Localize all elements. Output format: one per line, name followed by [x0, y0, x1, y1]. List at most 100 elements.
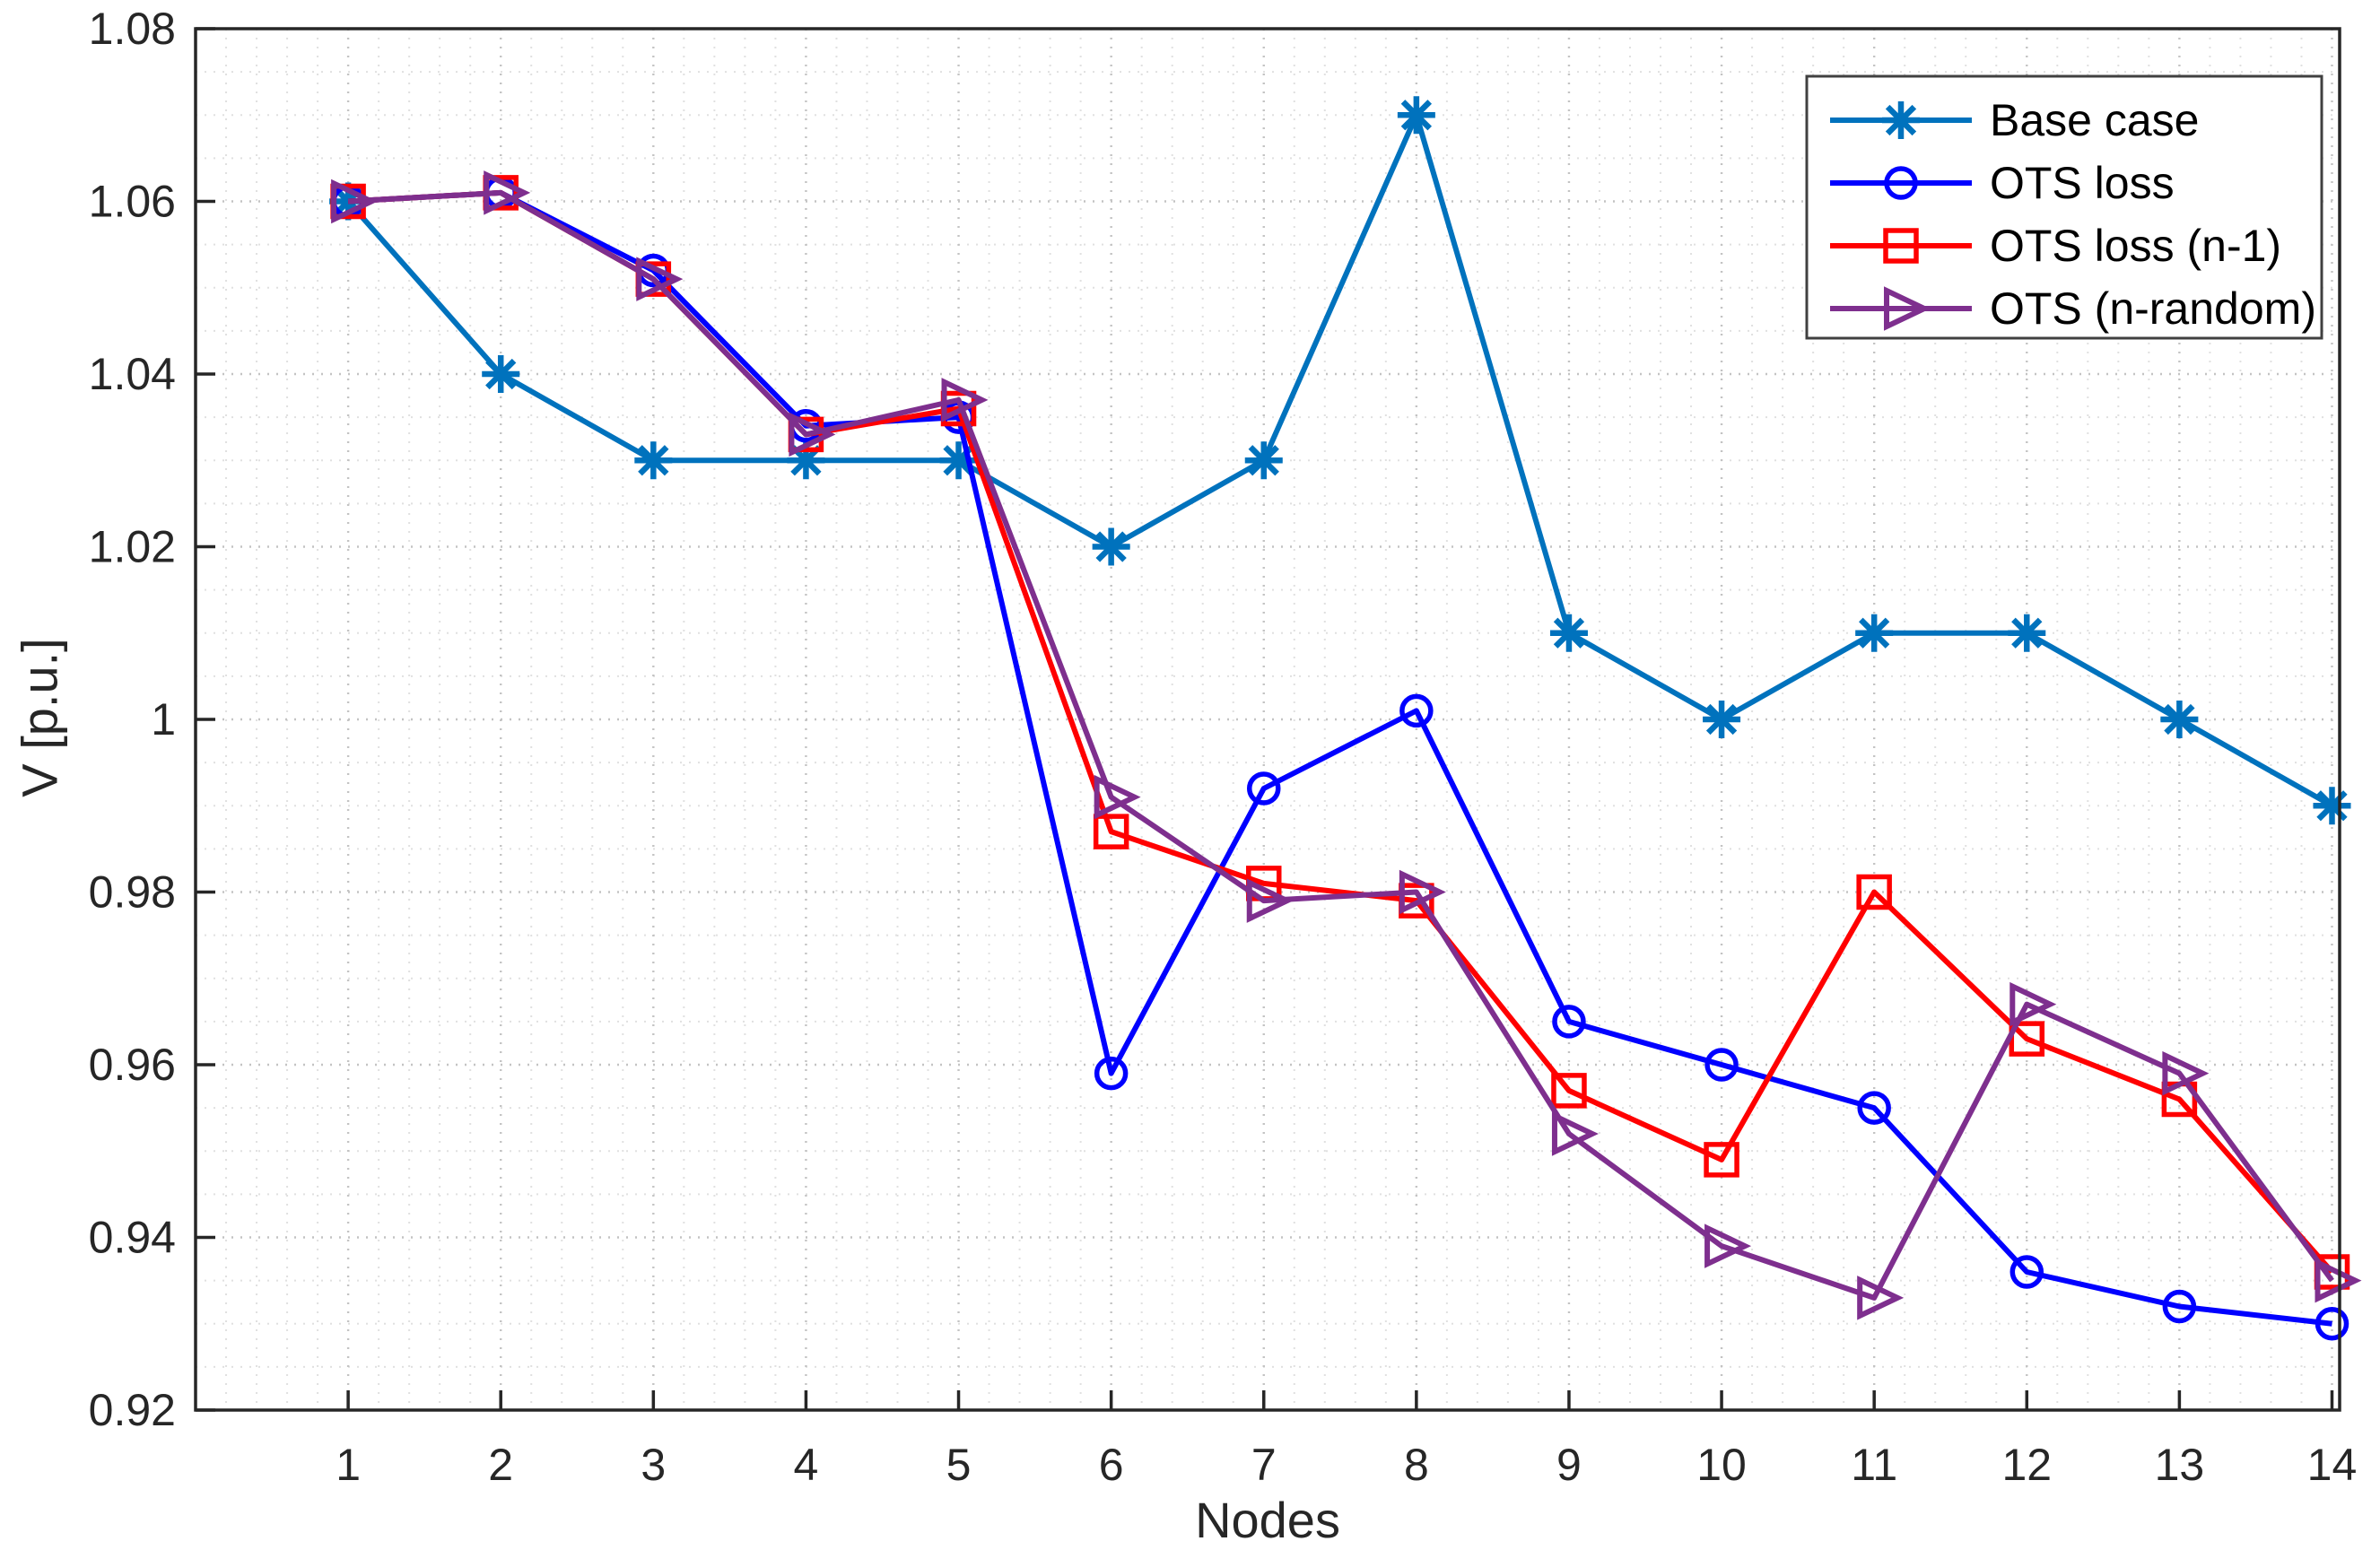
triangle-right-marker — [2162, 1050, 2210, 1096]
asterisk-stroke — [1705, 703, 1738, 736]
triangle-marker-shape — [2315, 1258, 2362, 1303]
legend: Base case OTS loss OTS loss (n-1) OTS (n-ra… — [1805, 74, 2323, 340]
minor-grid — [196, 29, 2340, 1410]
series-ots-loss — [331, 176, 2349, 1341]
triangle-right-marker — [1246, 878, 1294, 923]
y-tick-label: 1.02 — [89, 522, 176, 572]
legend-entry-ots-loss-n-1: OTS loss (n-1) — [1830, 221, 2281, 271]
circle-marker-shape — [2315, 1307, 2349, 1341]
x-tick-label: 6 — [1099, 1440, 1124, 1490]
triangle-right-marker — [1857, 1276, 1905, 1320]
x-tick-label: 11 — [1851, 1440, 1897, 1490]
y-tick-label: 1.06 — [89, 177, 176, 227]
legend-entry-ots-loss: OTS loss — [1830, 158, 2175, 208]
asterisk-marker — [1855, 614, 1894, 652]
triangle-marker-shape — [789, 412, 836, 457]
triangle-marker-shape — [1551, 1111, 1599, 1156]
square-marker-shape — [1883, 228, 1919, 264]
asterisk-marker — [1703, 701, 1741, 738]
triangle-right-marker — [789, 412, 836, 457]
triangle-right-marker — [331, 179, 379, 224]
circle-marker — [1399, 693, 1434, 728]
legend-entry-label: Base case — [1990, 95, 2199, 145]
asterisk-stroke — [2011, 617, 2043, 649]
asterisk-marker — [1549, 614, 1588, 652]
asterisk-stroke — [1248, 445, 1279, 476]
asterisk-stroke — [1400, 100, 1432, 131]
circle-marker — [1246, 771, 1281, 805]
circle-marker-shape — [1094, 1056, 1129, 1091]
triangle-marker-shape — [1094, 774, 1141, 820]
series-ots-loss-n-1 — [330, 175, 2350, 1290]
asterisk-stroke — [2164, 703, 2195, 736]
x-tick-label: 12 — [2001, 1440, 2052, 1490]
circle-marker-shape — [1884, 166, 1918, 200]
triangle-right-marker — [484, 170, 531, 215]
circle-marker-shape — [2009, 1255, 2044, 1289]
asterisk-marker — [2160, 701, 2199, 738]
circle-marker — [1704, 1048, 1739, 1082]
square-marker — [1883, 228, 1919, 264]
square-marker — [1093, 814, 1129, 849]
x-tick-label: 2 — [488, 1440, 513, 1490]
y-axis-title: V [p.u.] — [11, 638, 68, 797]
x-tick-labels: 1 2 3 4 5 6 7 8 9 10 11 12 13 14 — [336, 1440, 2357, 1490]
x-tick-label: 10 — [1696, 1440, 1747, 1490]
asterisk-stroke — [485, 358, 517, 390]
series-line-ots-loss-n-1 — [347, 189, 2334, 1274]
circle-marker — [2009, 1255, 2044, 1289]
asterisk-marker — [1244, 441, 1283, 480]
square-marker-shape — [1551, 1073, 1587, 1109]
circle-marker — [1552, 1005, 1586, 1039]
square-marker — [1551, 1073, 1587, 1109]
y-tick-label: 1.04 — [89, 349, 176, 399]
x-tick-label: 4 — [794, 1440, 819, 1490]
tick-marks — [196, 27, 2334, 1412]
x-tick-label: 5 — [946, 1440, 972, 1490]
triangle-marker-shape — [1399, 869, 1446, 915]
y-tick-label: 0.98 — [89, 867, 176, 918]
square-marker — [1856, 874, 1892, 910]
triangle-right-marker — [2009, 981, 2057, 1027]
asterisk-marker — [2313, 787, 2351, 825]
y-tick-label: 0.94 — [89, 1213, 176, 1263]
y-tick-label: 0.92 — [89, 1385, 176, 1435]
triangle-right-marker — [941, 378, 989, 422]
asterisk-stroke — [1859, 617, 1890, 649]
asterisk-stroke — [1885, 104, 1917, 136]
square-marker-shape — [1093, 814, 1129, 849]
triangle-right-marker — [1551, 1111, 1599, 1156]
legend-entry-base-case: Base case — [1830, 95, 2199, 145]
triangle-marker-shape — [941, 378, 989, 422]
x-tick-label: 1 — [336, 1440, 361, 1490]
legend-entry-ots-n-random: OTS (n-random) — [1830, 283, 2316, 334]
triangle-right-marker — [1884, 286, 1931, 331]
circle-marker — [1884, 166, 1918, 200]
asterisk-marker — [1397, 96, 1435, 135]
triangle-marker-shape — [1704, 1223, 1752, 1268]
y-tick-labels: 1.08 1.06 1.04 1.02 1 0.98 0.96 0.94 0.92 — [89, 4, 176, 1435]
asterisk-marker — [634, 441, 673, 480]
triangle-right-marker — [2315, 1258, 2362, 1303]
circle-marker-shape — [2162, 1289, 2197, 1324]
square-marker-shape — [1856, 874, 1892, 910]
circle-marker-shape — [1857, 1091, 1891, 1125]
asterisk-stroke — [1095, 531, 1127, 562]
series-line-ots-loss — [347, 189, 2332, 1327]
x-tick-label: 7 — [1251, 1440, 1277, 1490]
asterisk-marker — [482, 355, 520, 393]
triangle-right-marker — [636, 257, 684, 301]
asterisk-stroke — [638, 445, 669, 476]
legend-entry-label: OTS loss — [1990, 158, 2175, 208]
asterisk-stroke — [1553, 617, 1585, 649]
asterisk-marker — [2008, 614, 2046, 652]
circle-marker-shape — [1552, 1005, 1586, 1039]
circle-marker-shape — [1704, 1048, 1739, 1082]
circle-marker — [1857, 1091, 1891, 1125]
circle-marker-shape — [1246, 771, 1281, 805]
circle-marker — [2315, 1307, 2349, 1341]
triangle-right-marker — [1704, 1223, 1752, 1268]
series-ots-n-random — [331, 170, 2362, 1320]
